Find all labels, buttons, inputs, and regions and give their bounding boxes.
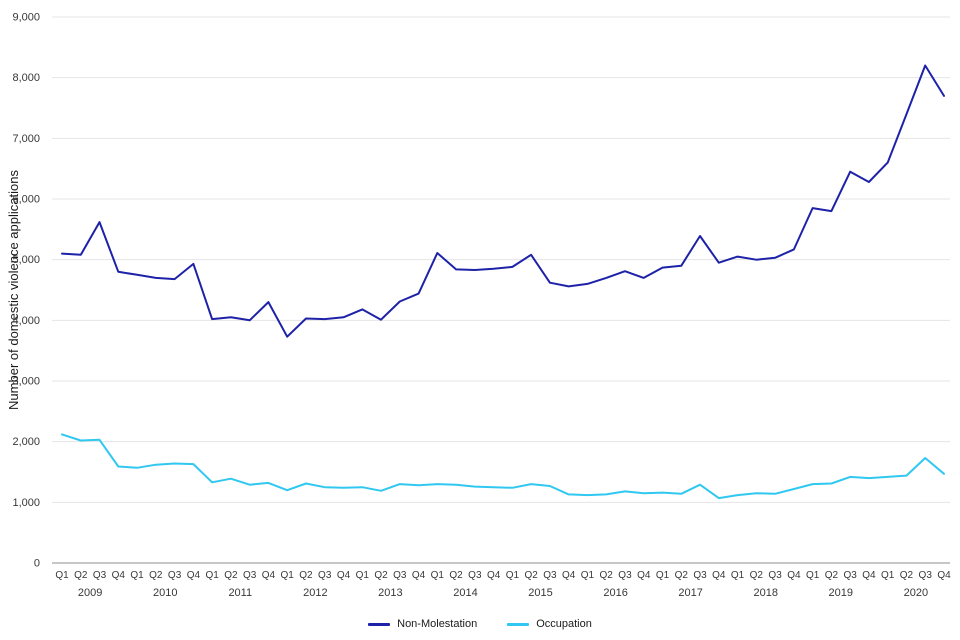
x-tick-label: Q3: [243, 570, 257, 581]
year-label: 2014: [453, 587, 477, 599]
x-tick-label: Q2: [74, 570, 88, 581]
year-label: 2009: [78, 587, 102, 599]
x-tick-label: Q3: [318, 570, 332, 581]
x-tick-label: Q1: [130, 570, 144, 581]
x-tick-label: Q2: [825, 570, 839, 581]
x-tick-label: Q2: [900, 570, 914, 581]
year-label: 2017: [678, 587, 702, 599]
y-tick-label: 4,000: [12, 315, 40, 327]
x-tick-label: Q2: [600, 570, 614, 581]
x-tick-label: Q4: [937, 570, 951, 581]
x-tick-label: Q4: [637, 570, 651, 581]
y-tick-label: 9,000: [12, 12, 40, 24]
chart-legend: Non-Molestation Occupation: [0, 618, 960, 630]
x-tick-label: Q1: [205, 570, 219, 581]
x-tick-label: Q2: [675, 570, 689, 581]
x-tick-label: Q4: [487, 570, 501, 581]
x-tick-label: Q2: [299, 570, 313, 581]
x-tick-label: Q1: [881, 570, 895, 581]
x-tick-label: Q4: [337, 570, 351, 581]
y-tick-label: 3,000: [12, 376, 40, 388]
x-tick-label: Q3: [768, 570, 782, 581]
x-tick-label: Q4: [262, 570, 276, 581]
x-tick-label: Q2: [524, 570, 538, 581]
x-tick-label: Q3: [843, 570, 857, 581]
x-tick-label: Q2: [149, 570, 163, 581]
y-tick-label: 7,000: [12, 133, 40, 145]
x-tick-label: Q4: [187, 570, 201, 581]
y-tick-label: 2,000: [12, 436, 40, 448]
x-tick-label: Q1: [431, 570, 445, 581]
year-label: 2011: [228, 587, 252, 599]
legend-label-occupation: Occupation: [536, 618, 592, 630]
x-tick-label: Q2: [224, 570, 238, 581]
x-tick-label: Q4: [412, 570, 426, 581]
series-line-non-molestation: [61, 64, 945, 338]
year-label: 2019: [829, 587, 853, 599]
x-tick-label: Q4: [712, 570, 726, 581]
series-line-occupation: [61, 433, 945, 500]
x-tick-label: Q3: [543, 570, 557, 581]
x-tick-label: Q1: [281, 570, 295, 581]
x-tick-label: Q3: [168, 570, 182, 581]
legend-item-non-molestation: Non-Molestation: [368, 618, 477, 630]
year-label: 2018: [753, 587, 777, 599]
x-tick-label: Q3: [468, 570, 482, 581]
y-tick-label: 8,000: [12, 72, 40, 84]
x-tick-label: Q1: [506, 570, 520, 581]
y-tick-label: 5,000: [12, 254, 40, 266]
x-tick-label: Q1: [356, 570, 370, 581]
x-tick-label: Q2: [449, 570, 463, 581]
legend-label-non-molestation: Non-Molestation: [397, 618, 478, 630]
x-tick-label: Q3: [693, 570, 707, 581]
x-tick-label: Q2: [374, 570, 388, 581]
x-tick-label: Q3: [618, 570, 632, 581]
x-tick-label: Q4: [112, 570, 126, 581]
y-tick-label: 1,000: [12, 497, 40, 509]
y-tick-label: 6,000: [12, 194, 40, 206]
x-tick-label: Q1: [55, 570, 69, 581]
x-tick-label: Q1: [581, 570, 595, 581]
legend-line-swatch-occupation: [507, 622, 530, 626]
year-label: 2010: [153, 587, 177, 599]
y-tick-label: 0: [34, 558, 40, 570]
year-label: 2013: [378, 587, 402, 599]
year-label: 2012: [303, 587, 327, 599]
x-tick-label: Q4: [862, 570, 876, 581]
x-tick-label: Q3: [393, 570, 407, 581]
x-tick-label: Q2: [750, 570, 764, 581]
x-tick-label: Q3: [919, 570, 933, 581]
x-tick-label: Q4: [787, 570, 801, 581]
year-label: 2016: [603, 587, 627, 599]
x-tick-label: Q1: [731, 570, 745, 581]
legend-item-occupation: Occupation: [507, 618, 592, 630]
x-tick-label: Q1: [806, 570, 820, 581]
x-tick-label: Q3: [93, 570, 107, 581]
year-label: 2015: [528, 587, 552, 599]
x-tick-label: Q4: [562, 570, 576, 581]
legend-line-swatch-non-molestation: [368, 622, 391, 626]
year-label: 2020: [904, 587, 928, 599]
x-tick-label: Q1: [656, 570, 670, 581]
